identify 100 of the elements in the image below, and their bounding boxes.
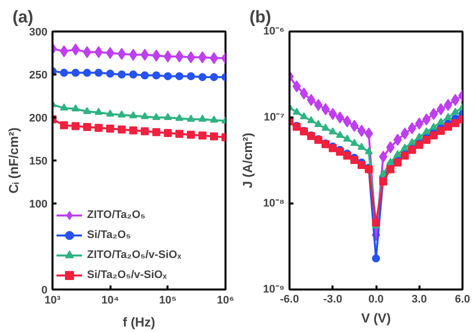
point (175, 130, 184, 138)
point (198, 73, 206, 82)
point (198, 114, 206, 122)
point (451, 108, 460, 115)
point (129, 70, 138, 78)
x-tick-label: 0.0 (368, 294, 384, 306)
point (436, 126, 445, 135)
chart-title: (a) (12, 8, 34, 26)
y-tick-label: 10⁻⁷ (264, 112, 285, 124)
point (415, 140, 424, 149)
point (436, 103, 446, 116)
point (140, 71, 149, 80)
y-tick-label: 10⁻⁸ (263, 198, 285, 210)
point (300, 88, 308, 100)
point (451, 119, 460, 128)
point (94, 68, 103, 77)
point (393, 134, 402, 146)
x-tick-label: 10⁶ (216, 294, 234, 306)
point (436, 118, 445, 125)
point (72, 122, 80, 130)
point (400, 152, 409, 160)
point (106, 124, 114, 133)
point (394, 158, 402, 166)
point (198, 132, 206, 140)
y-tick-label: 300 (29, 26, 48, 38)
point (140, 112, 149, 120)
point (164, 128, 172, 137)
point (71, 44, 80, 56)
point (210, 132, 218, 140)
point (210, 73, 218, 82)
y-tick-label: 100 (29, 198, 48, 210)
point (394, 150, 402, 158)
x-tick-label: 3.0 (412, 294, 427, 306)
point (408, 138, 416, 146)
point (83, 68, 92, 77)
chart-title: (b) (250, 8, 272, 26)
x-tick-label: -6.0 (280, 294, 299, 306)
point (82, 46, 92, 58)
legend-label: Si/Ta₂O₅ (87, 229, 131, 241)
point (60, 68, 68, 77)
y-tick-label: 250 (29, 70, 48, 82)
point (422, 127, 430, 134)
y-axis-title: Cᵢ (nF/cm²) (6, 127, 22, 194)
point (60, 121, 68, 130)
point (350, 138, 358, 146)
point (386, 165, 394, 174)
point (386, 158, 394, 165)
x-tick-label: 10³ (44, 294, 61, 306)
point (164, 112, 172, 120)
point (152, 128, 160, 136)
point (364, 147, 373, 154)
point (379, 170, 388, 177)
point (118, 70, 126, 78)
point (94, 108, 103, 115)
point (314, 120, 322, 127)
point (129, 126, 138, 134)
point (444, 112, 452, 120)
legend-label: Si/Ta₂O₅/v-SiOₓ (87, 269, 167, 281)
point (186, 51, 196, 64)
point (83, 106, 92, 114)
point (186, 72, 195, 80)
point (186, 114, 195, 122)
point (343, 134, 352, 142)
x-tick-label: 6.0 (454, 294, 470, 306)
point (175, 50, 184, 62)
point (372, 218, 380, 227)
y-tick-label: 0 (41, 284, 48, 296)
point (444, 98, 452, 111)
point (106, 47, 114, 59)
point (350, 156, 358, 164)
point (321, 103, 330, 116)
point (210, 116, 218, 123)
point (210, 52, 218, 64)
point (307, 116, 316, 124)
point (106, 110, 114, 117)
point (444, 122, 452, 131)
x-tick-label: 10⁴ (101, 294, 120, 306)
point (152, 71, 160, 80)
point (94, 124, 103, 132)
y-tick-label: 150 (29, 156, 48, 168)
point (336, 130, 344, 138)
y-tick-label: 10⁻⁹ (263, 284, 285, 296)
point (336, 112, 344, 124)
legend-label: ZITO/Ta₂O₅ (87, 209, 146, 221)
y-axis-title: J (A/cm²) (240, 132, 256, 188)
point (118, 126, 126, 134)
point (164, 72, 172, 80)
point (386, 141, 395, 154)
point (357, 124, 366, 137)
point (400, 144, 409, 151)
point (140, 127, 149, 136)
point (60, 104, 68, 111)
point (129, 111, 138, 118)
point (306, 94, 316, 106)
point (72, 104, 80, 112)
point (175, 72, 184, 80)
point (430, 122, 438, 130)
y-tick-label: 10⁻⁶ (263, 26, 285, 38)
point (422, 113, 431, 126)
point (422, 136, 430, 144)
